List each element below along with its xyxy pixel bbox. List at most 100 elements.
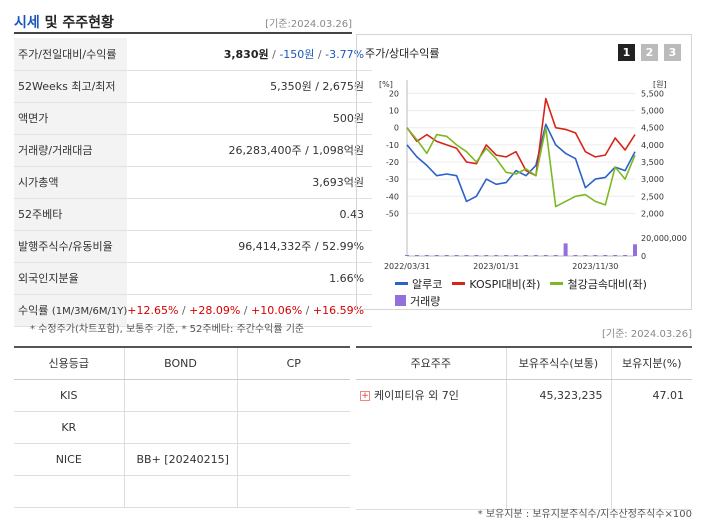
chart-tab-2[interactable]: 2 [641, 44, 658, 61]
volume-bar [553, 255, 558, 256]
volume-tick-label: 0 [641, 252, 646, 261]
series-line-1 [406, 97, 636, 177]
right-tick-label: 5,000 [641, 107, 664, 116]
volume-bar [533, 255, 538, 256]
volume-bar [424, 255, 429, 256]
x-tick-label: 2023/01/31 [473, 262, 519, 271]
left-tick-label: 20 [389, 89, 399, 98]
info-row-volume: 거래량/거래대금 26,283,400주 / 1,098억원 [14, 134, 373, 167]
info-value: 96,414,332주 / 52.99% [127, 230, 373, 263]
volume-bar [603, 255, 608, 256]
volume-bar [464, 255, 469, 256]
info-row-foreign: 외국인지분율 1.66% [14, 262, 373, 295]
right-axis-unit: [원] [653, 80, 667, 89]
table-row: KR [14, 411, 350, 444]
column-header: 보유지분(%) [611, 347, 692, 380]
legend-item-kospi: KOSPI대비(좌) [452, 276, 540, 292]
info-row-return: 수익률 (1M/3M/6M/1Y) +12.65% / +28.09% / +1… [14, 294, 373, 327]
volume-bar [633, 244, 637, 256]
volume-bar [434, 255, 439, 256]
volume-bar [504, 255, 509, 256]
column-header: CP [237, 347, 350, 380]
chart-panel: [%] [원] 20 10 0 -10 -20 -30 -40 -50 5,500 5,000 4,50… [356, 34, 692, 310]
volume-tick-label: 20,000,000 [641, 234, 687, 243]
info-value: 3,830원 / -150원 / -3.77% [127, 38, 373, 71]
left-tick-label: 0 [394, 124, 399, 133]
footnote-2: * 보유지분 : 보유지분주식수/지수산정주식수×100 [477, 509, 692, 520]
right-tick-label: 3,500 [641, 158, 664, 167]
volume-bar [543, 255, 548, 256]
series-line-2 [406, 126, 636, 208]
legend-item-steel: 철강금속대비(좌) [550, 276, 647, 292]
info-value: 26,283,400주 / 1,098억원 [127, 134, 373, 167]
volume-bar [573, 255, 578, 256]
table-row: NICE BB+ [20240215] [14, 443, 350, 476]
info-row-price: 주가/전일대비/수익률 3,830원 / -150원 / -3.77% [14, 38, 373, 71]
volume-bar [454, 255, 459, 256]
volume-bar [593, 255, 598, 256]
column-header: 보유주식수(보통) [506, 347, 612, 380]
volume-bar [523, 255, 528, 256]
section-title: 시세 및 주주현황 [14, 15, 114, 31]
volume-bar [623, 255, 628, 256]
volume-bar [494, 255, 499, 256]
volume-bar [444, 255, 449, 256]
column-header: 주요주주 [356, 347, 507, 380]
chart-title: 주가/상대수익률 [365, 47, 440, 60]
info-label: 시가총액 [14, 166, 128, 199]
left-tick-label: -40 [386, 192, 399, 201]
info-value: 0.43 [127, 198, 373, 231]
column-header: 신용등급 [14, 347, 125, 380]
base-date-2: [기준: 2024.03.26] [601, 329, 692, 340]
info-row-shares: 발행주식수/유동비율 96,414,332주 / 52.99% [14, 230, 373, 263]
left-tick-label: -10 [386, 141, 399, 150]
credit-rating-table: 신용등급 BOND CP KIS KR NICE BB+ [20240215] [14, 346, 350, 508]
right-tick-label: 4,000 [641, 141, 664, 150]
info-value: +12.65% / +28.09% / +10.06% / +16.59% [127, 294, 373, 327]
right-tick-label: 2,500 [641, 192, 664, 201]
price-info-table: 주가/전일대비/수익률 3,830원 / -150원 / -3.77% 52We… [14, 38, 373, 327]
info-label: 액면가 [14, 102, 128, 135]
section-header: 시세 및 주주현황 [기준:2024.03.26] [14, 10, 352, 34]
right-tick-label: 2,000 [641, 209, 664, 218]
legend-item-volume: 거래량 [395, 293, 440, 309]
x-tick-label: 2022/03/31 [384, 262, 430, 271]
column-header: BOND [124, 347, 238, 380]
footnote: * 수정주가(차트포함), 보통주 기준, * 52주베타: 주간수익률 기준 [30, 324, 305, 335]
base-date: [기준:2024.03.26] [265, 19, 352, 30]
volume-bar [474, 255, 479, 256]
volume-bar [613, 255, 618, 256]
series-line-0 [406, 123, 636, 203]
info-value: 5,350원 / 2,675원 [127, 70, 373, 103]
chart-svg: [%] [원] 20 10 0 -10 -20 -30 -40 -50 5,500 5,000 4,50… [379, 80, 687, 271]
volume-bar [484, 255, 489, 256]
left-tick-label: -50 [386, 209, 399, 218]
info-label: 외국인지분율 [14, 262, 128, 295]
table-row [14, 475, 350, 508]
volume-bar [563, 243, 568, 256]
left-tick-label: -30 [386, 175, 399, 184]
info-value: 500원 [127, 102, 373, 135]
chart-tab-1[interactable]: 1 [618, 44, 635, 61]
right-tick-label: 4,500 [641, 124, 664, 133]
chart-tabs: 1 2 3 [618, 44, 681, 61]
chart-tab-3[interactable]: 3 [664, 44, 681, 61]
info-row-beta: 52주베타 0.43 [14, 198, 373, 231]
info-label: 52Weeks 최고/최저 [14, 70, 128, 103]
info-row-face: 액면가 500원 [14, 102, 373, 135]
info-label: 거래량/거래대금 [14, 134, 128, 167]
volume-bar [414, 255, 419, 256]
expand-icon[interactable]: + [360, 391, 370, 402]
holder-name-cell: + 케이피티유 외 7인 [356, 379, 507, 411]
shareholders-table: 주요주주 보유주식수(보통) 보유지분(%) + 케이피티유 외 7인 45,32… [356, 346, 692, 510]
info-label: 52주베타 [14, 198, 128, 231]
table-row: KIS [14, 379, 350, 412]
right-tick-label: 3,000 [641, 175, 664, 184]
volume-bar [583, 255, 588, 256]
x-tick-label: 2023/11/30 [572, 262, 618, 271]
left-tick-label: -20 [386, 158, 399, 167]
chart-legend: 알루코 KOSPI대비(좌) 철강금속대비(좌) 거래량 [395, 275, 647, 309]
legend-item-aluko: 알루코 [395, 276, 442, 292]
volume-bar [514, 255, 519, 256]
info-label: 수익률 (1M/3M/6M/1Y) [14, 294, 128, 327]
